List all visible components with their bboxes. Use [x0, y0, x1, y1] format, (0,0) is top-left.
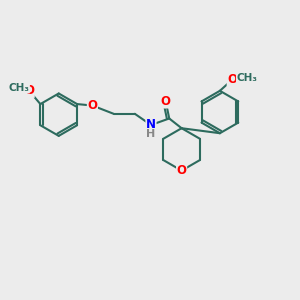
Text: O: O — [87, 99, 98, 112]
Text: O: O — [24, 84, 34, 97]
Text: O: O — [177, 164, 187, 177]
Text: CH₃: CH₃ — [8, 83, 29, 93]
Text: H: H — [146, 129, 156, 140]
Text: O: O — [227, 73, 237, 86]
Text: CH₃: CH₃ — [236, 73, 257, 83]
Text: O: O — [161, 95, 171, 108]
Text: N: N — [146, 118, 156, 131]
